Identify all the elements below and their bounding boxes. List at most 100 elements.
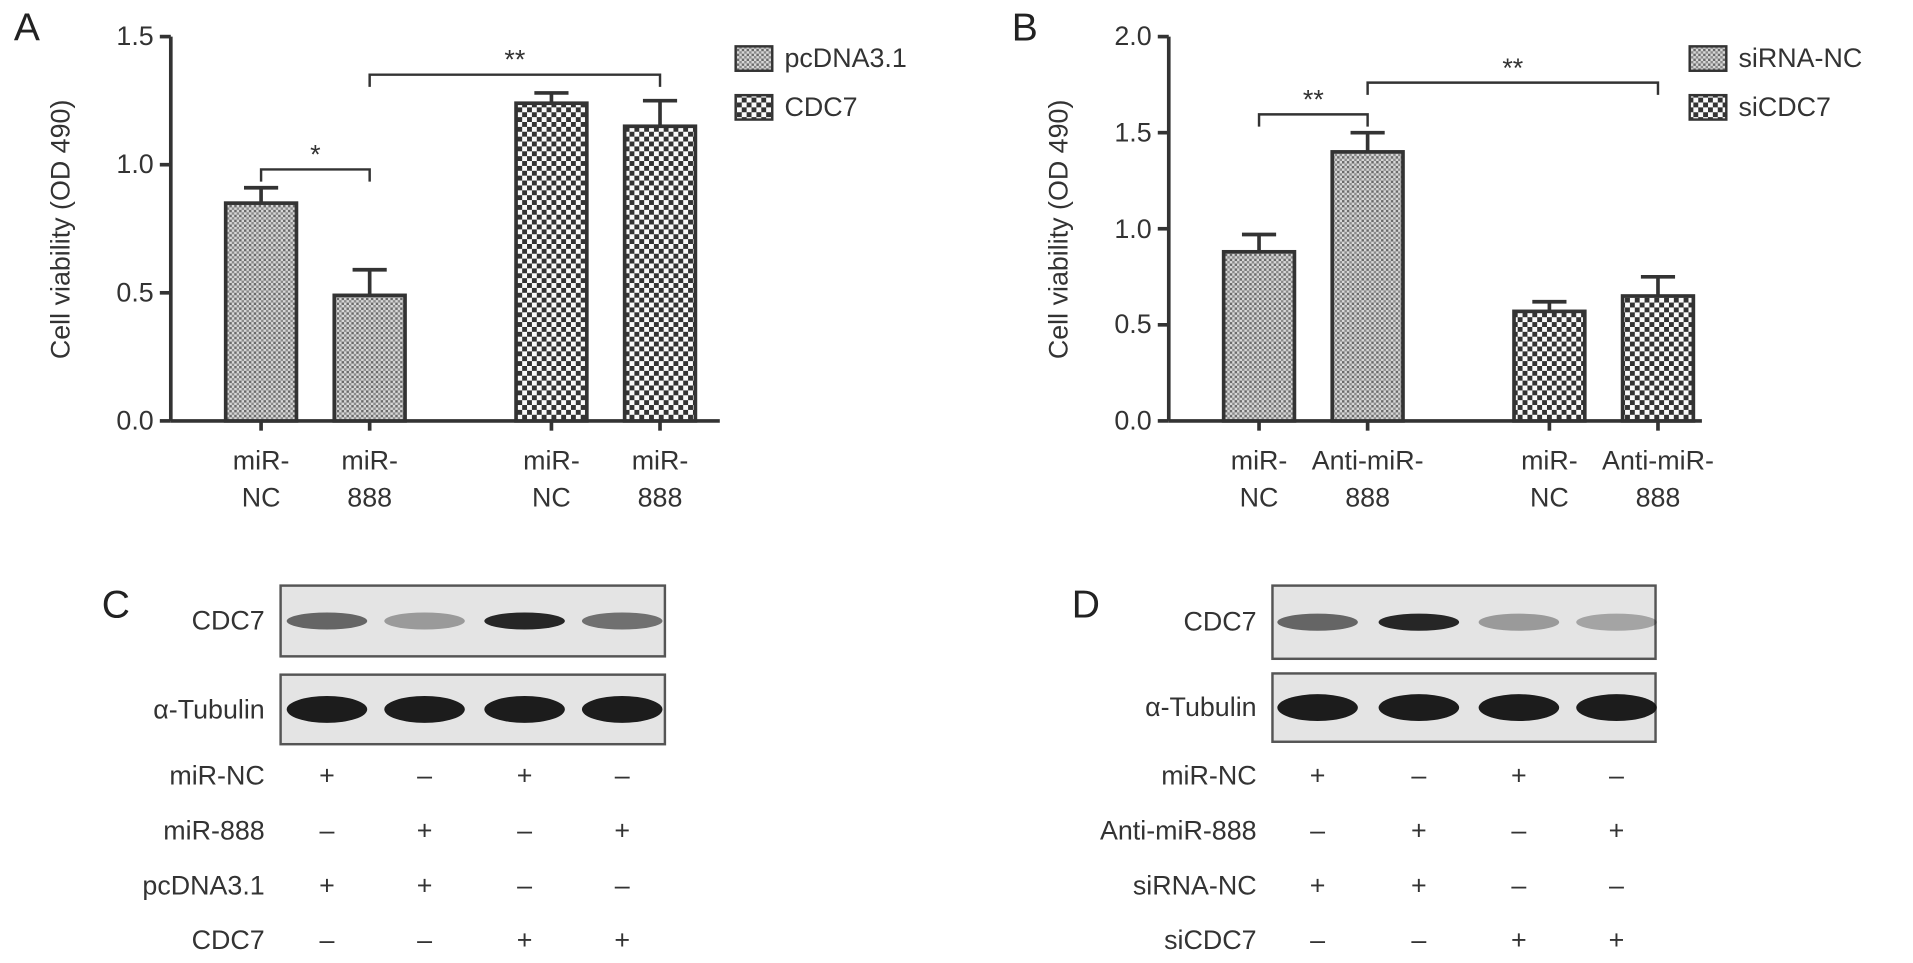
- condition-sign: –: [614, 869, 630, 901]
- legend-label: pcDNA3.1: [784, 42, 907, 74]
- significance-label: **: [1302, 83, 1324, 115]
- legend-swatch: [734, 45, 774, 72]
- bar: [1330, 150, 1405, 423]
- legend-label: CDC7: [784, 91, 858, 123]
- condition-label: miR-NC: [1161, 760, 1257, 791]
- condition-sign: –: [1511, 869, 1527, 901]
- x-tick-label: miR- 888: [341, 445, 398, 513]
- condition-sign: –: [1411, 760, 1427, 791]
- condition-label: Anti-miR-888: [1099, 814, 1257, 846]
- condition-sign: +: [1511, 924, 1527, 956]
- condition-label: pcDNA3.1: [142, 869, 265, 901]
- condition-sign: +: [1608, 814, 1625, 846]
- significance-label: **: [1502, 52, 1524, 83]
- blot-band: [484, 696, 565, 723]
- x-tick-label: Anti-miR- 888: [1311, 445, 1424, 513]
- condition-sign: –: [1310, 924, 1326, 956]
- bar: [514, 101, 589, 423]
- panel-label: C: [101, 581, 130, 626]
- legend-swatch: [734, 93, 774, 121]
- blot-band: [384, 696, 465, 723]
- bar: [223, 201, 299, 423]
- significance-bracket: [1366, 81, 1660, 95]
- condition-sign: +: [516, 924, 533, 956]
- condition-sign: –: [1609, 760, 1624, 791]
- blot-band: [1378, 613, 1460, 631]
- blot-row-label: α-Tubulin: [153, 693, 265, 725]
- blot-band: [1478, 613, 1560, 631]
- condition-label: CDC7: [191, 924, 265, 956]
- blot-band: [581, 696, 663, 723]
- blot-band: [1576, 613, 1657, 631]
- condition-label: miR-888: [163, 814, 265, 846]
- legend-swatch: [1688, 45, 1728, 72]
- condition-sign: –: [517, 814, 533, 846]
- x-tick-label: miR- 888: [631, 445, 689, 513]
- bar: [1620, 294, 1696, 423]
- x-tick-label: miR- NC: [1230, 445, 1288, 513]
- condition-sign: –: [1411, 924, 1427, 956]
- y-axis-label: Cell viability (OD 490): [45, 98, 76, 359]
- y-tick-label: 0.0: [116, 405, 154, 436]
- condition-sign: +: [1511, 760, 1527, 791]
- significance-bracket: [368, 73, 662, 87]
- y-tick-label: 1.0: [116, 148, 154, 180]
- condition-label: siCDC7: [1164, 924, 1257, 956]
- condition-sign: –: [517, 869, 533, 901]
- y-tick-label: 0.0: [1114, 405, 1152, 436]
- condition-sign: +: [1309, 760, 1326, 791]
- condition-sign: +: [1608, 924, 1625, 956]
- panel-label: D: [1071, 581, 1100, 626]
- significance-bracket: [259, 168, 371, 182]
- condition-sign: +: [319, 760, 335, 791]
- bar: [332, 293, 407, 423]
- condition-sign: –: [1511, 814, 1527, 846]
- x-tick-label: miR- NC: [523, 445, 580, 513]
- blot-band: [1277, 694, 1358, 722]
- condition-sign: +: [614, 924, 631, 956]
- legend-swatch: [1688, 93, 1728, 121]
- panel-label: B: [1011, 4, 1038, 49]
- y-tick-label: 1.0: [1114, 212, 1152, 244]
- condition-sign: +: [1309, 869, 1326, 901]
- legend-label: siCDC7: [1738, 91, 1831, 123]
- blot-row-label: CDC7: [191, 605, 265, 636]
- y-tick-label: 1.5: [1114, 116, 1152, 148]
- x-tick-label: miR- NC: [1521, 445, 1578, 513]
- blot-row-label: CDC7: [1183, 606, 1257, 637]
- y-axis-label: Cell viability (OD 490): [1043, 98, 1074, 359]
- legend-label: siRNA-NC: [1738, 42, 1863, 74]
- y-tick-label: 2.0: [1114, 20, 1152, 52]
- bar: [1221, 249, 1297, 423]
- blot-band: [286, 612, 368, 630]
- condition-sign: –: [417, 924, 433, 956]
- condition-sign: –: [614, 760, 630, 791]
- significance-bracket: [1257, 113, 1369, 127]
- x-tick-label: miR- NC: [232, 445, 290, 513]
- condition-sign: –: [417, 760, 433, 791]
- y-tick-label: 0.5: [1114, 308, 1152, 340]
- blot-band: [1277, 613, 1358, 631]
- condition-sign: +: [1411, 869, 1427, 901]
- condition-label: miR-NC: [169, 760, 265, 791]
- condition-sign: +: [416, 869, 433, 901]
- blot-band: [1478, 694, 1560, 722]
- blot-band: [286, 696, 368, 723]
- bar: [622, 124, 698, 423]
- condition-sign: –: [1609, 869, 1624, 901]
- condition-sign: +: [1411, 814, 1427, 846]
- blot-band: [384, 612, 465, 630]
- condition-sign: –: [319, 814, 335, 846]
- condition-sign: +: [516, 760, 533, 791]
- y-tick-label: 1.5: [116, 20, 154, 52]
- panel-label: A: [13, 4, 40, 49]
- blot-band: [581, 612, 663, 630]
- condition-sign: –: [1310, 814, 1326, 846]
- bar: [1512, 309, 1587, 423]
- condition-sign: +: [416, 814, 433, 846]
- significance-label: **: [504, 44, 526, 75]
- condition-sign: +: [319, 869, 335, 901]
